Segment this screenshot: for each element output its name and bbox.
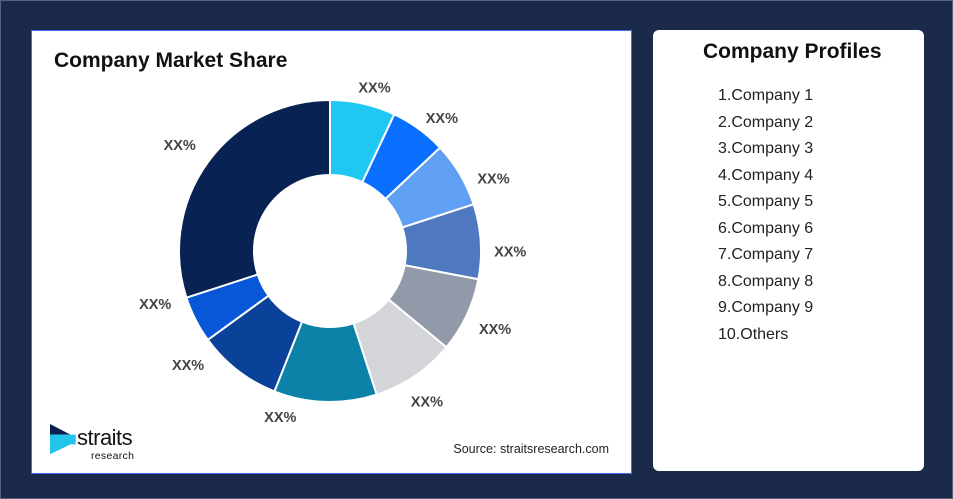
svg-text:XX%: XX% xyxy=(411,394,443,410)
svg-text:XX%: XX% xyxy=(426,111,458,127)
svg-text:XX%: XX% xyxy=(139,297,171,313)
svg-text:XX%: XX% xyxy=(479,322,511,338)
svg-text:XX%: XX% xyxy=(172,358,204,374)
svg-text:XX%: XX% xyxy=(477,171,509,187)
svg-text:XX%: XX% xyxy=(494,245,526,261)
svg-text:XX%: XX% xyxy=(164,138,196,154)
svg-text:XX%: XX% xyxy=(264,410,296,426)
svg-text:XX%: XX% xyxy=(358,81,390,97)
